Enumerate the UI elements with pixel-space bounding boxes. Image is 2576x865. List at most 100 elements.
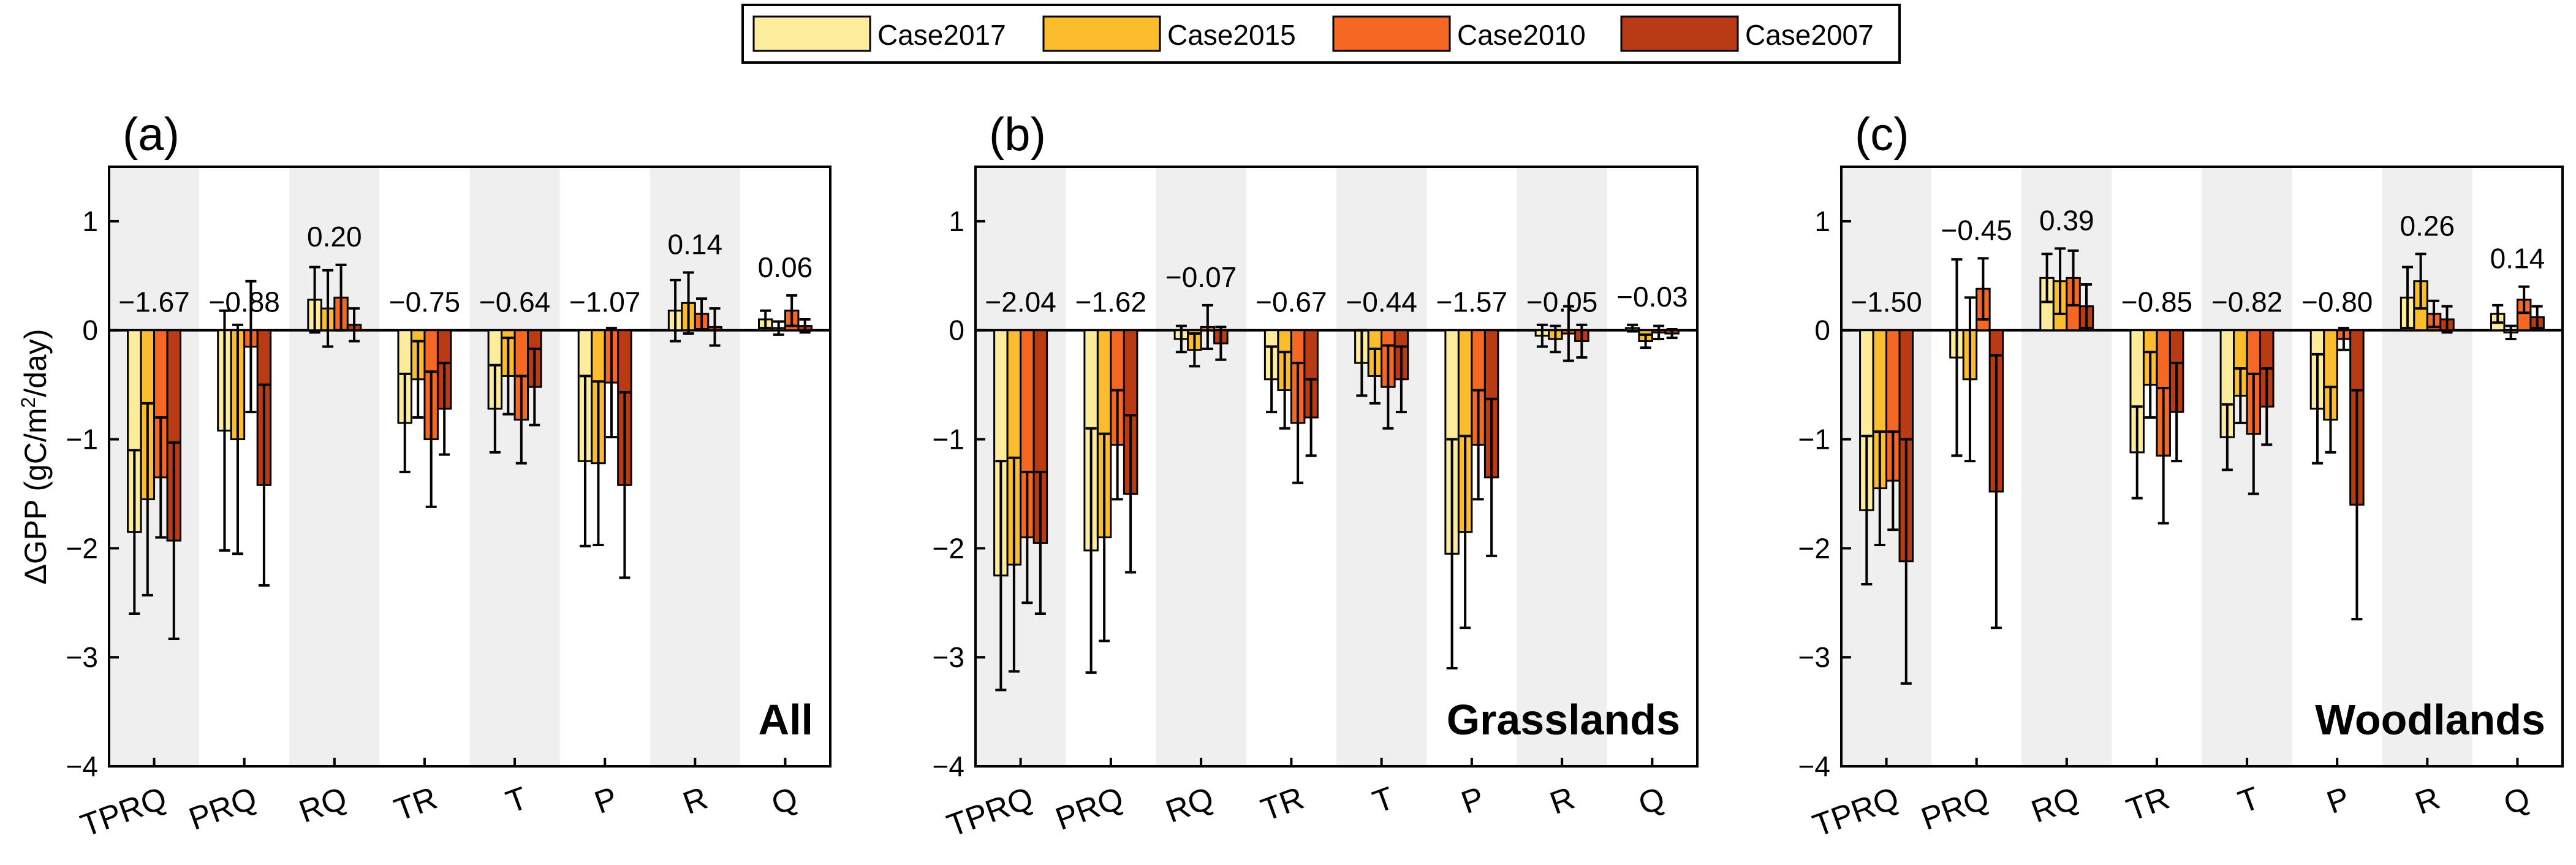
- panel-b-errorbar-t-case2015: [1369, 347, 1381, 405]
- panel-c-errorbar-t-case2015: [2235, 367, 2246, 424]
- panel-a-ytick-label: 0: [82, 314, 98, 346]
- panel-b-ytick-label: 0: [949, 314, 964, 346]
- panel-a-ytick-label: −2: [66, 532, 98, 564]
- panel-a-errorbar-q-case2017: [760, 309, 771, 330]
- panel-c-errorbar-q-case2017: [2492, 303, 2504, 324]
- panel-b-annotation-r: −0.05: [1526, 286, 1597, 318]
- panel-b-errorbar-q-case2010: [1653, 324, 1665, 340]
- panel-c-errorbar-q-case2015: [2505, 324, 2517, 340]
- panel-b-errorbar-tr-case2017: [1266, 345, 1278, 414]
- panel-c-annotation-prq: −0.45: [1941, 214, 2012, 246]
- panel-b-ytick-label: 1: [949, 205, 964, 237]
- panel-b-errorbar-t-case2007: [1395, 345, 1407, 414]
- panel-c-xtick-r: R: [2411, 780, 2444, 821]
- panel-a-annotation-q: 0.06: [758, 251, 813, 283]
- panel-c-errorbar-t-case2007: [2261, 367, 2273, 446]
- panel-b-shade-t: [1336, 167, 1427, 766]
- panel-b-xtick-tprq: TPRQ: [942, 780, 1038, 844]
- panel-a-errorbar-r-case2007: [709, 307, 721, 347]
- panel-a-errorbar-rq-case2015: [322, 269, 334, 348]
- panel-a-errorbar-q-case2015: [773, 320, 784, 336]
- panel-c-errorbar-tr-case2017: [2131, 405, 2143, 500]
- legend-swatch-case2010: [1332, 15, 1451, 52]
- panel-c-errorbar-prq-case2007: [1990, 354, 2002, 630]
- panel-b-errorbar-r-case2007: [1576, 323, 1588, 359]
- legend-label-case2007: Case2007: [1745, 19, 1874, 51]
- panel-c-errorbar-tr-case2010: [2157, 386, 2169, 525]
- panel-a-annotation-tr: −0.75: [389, 286, 460, 318]
- panel-a-ytick-label: 1: [82, 205, 98, 237]
- legend-label-case2010: Case2010: [1457, 19, 1586, 51]
- panel-b-errorbar-p-case2015: [1460, 435, 1471, 630]
- panel-a-errorbar-prq-case2015: [232, 323, 243, 555]
- panel-b-label: (b): [989, 109, 1046, 161]
- panel-c-errorbar-tprq-case2017: [1861, 435, 1873, 586]
- legend: Case2017 Case2015 Case2010 Case2007: [741, 4, 1901, 64]
- panel-a-errorbar-tr-case2007: [439, 362, 450, 456]
- panel-b-xtick-rq: RQ: [1161, 780, 1218, 830]
- panel-a-label: (a): [123, 109, 180, 161]
- panel-b-errorbar-p-case2010: [1472, 389, 1484, 501]
- panel-c-errorbar-rq-case2007: [2081, 283, 2093, 330]
- panel-a-errorbar-tprq-case2017: [129, 449, 140, 615]
- panel-b-annotation-tprq: −2.04: [985, 286, 1056, 318]
- panel-a-errorbar-tr-case2010: [425, 370, 437, 508]
- panel-b-xtick-prq: PRQ: [1051, 780, 1128, 837]
- panel-b-errorbar-r-case2017: [1536, 323, 1548, 348]
- panel-c-label: (c): [1855, 109, 1909, 161]
- panel-b-errorbar-prq-case2017: [1085, 427, 1097, 674]
- panel-b-ytick-label: −4: [933, 750, 964, 782]
- panel-b-errorbar-prq-case2010: [1112, 389, 1123, 501]
- panel-a-annotation-tprq: −1.67: [118, 286, 189, 318]
- panel-a-errorbar-tprq-case2015: [142, 402, 153, 596]
- panel-b-errorbar-p-case2017: [1446, 438, 1458, 669]
- panel-a-ytick-label: −4: [66, 750, 98, 782]
- panel-c-xtick-p: P: [2322, 780, 2354, 821]
- panel-a-errorbar-tprq-case2007: [168, 441, 180, 640]
- panel-b-errorbar-rq-case2017: [1175, 324, 1187, 354]
- legend-label-case2017: Case2017: [877, 19, 1006, 51]
- panel-b-errorbar-prq-case2007: [1125, 414, 1137, 574]
- panel-b-xtick-t: T: [1368, 780, 1399, 820]
- panel-c-errorbar-tr-case2015: [2145, 351, 2156, 419]
- panel-a-shade-rq: [289, 167, 380, 766]
- panel-b-errorbar-q-case2007: [1666, 327, 1678, 340]
- y-axis-label-superscript: 2: [17, 397, 39, 408]
- panel-c-ytick-label: −4: [1798, 750, 1830, 782]
- panel-a-corner-label: All: [759, 696, 813, 744]
- panel-a-annotation-prq: −0.88: [208, 286, 279, 318]
- panel-b-shade-r: [1517, 167, 1607, 766]
- panel-c-shade-t: [2202, 167, 2292, 766]
- panel-c-errorbar-r-case2007: [2441, 305, 2453, 334]
- panel-c-xtick-rq: RQ: [2027, 780, 2084, 830]
- panel-a-errorbar-rq-case2010: [335, 264, 347, 332]
- panel-a-errorbar-q-case2010: [786, 294, 798, 327]
- panel-b-xtick-tr: TR: [1256, 780, 1308, 828]
- panel-c-xtick-t: T: [2233, 780, 2264, 820]
- panel-c-xtick-tr: TR: [2122, 780, 2174, 828]
- panel-a-xtick-r: R: [678, 780, 712, 821]
- panel-b-xtick-q: Q: [1634, 780, 1670, 822]
- panel-a-annotation-p: −1.07: [569, 286, 640, 318]
- panel-a-ytick-label: −1: [66, 424, 98, 455]
- panel-b-errorbar-t-case2010: [1382, 344, 1394, 430]
- panel-b-errorbar-tprq-case2017: [995, 460, 1007, 692]
- panel-c-errorbar-p-case2015: [2325, 386, 2336, 454]
- panel-a-xtick-rq: RQ: [295, 780, 352, 830]
- panel-b-ytick-label: −1: [933, 424, 964, 455]
- panel-c-errorbar-p-case2007: [2351, 389, 2363, 620]
- panel-c-errorbar-tprq-case2010: [1887, 430, 1899, 532]
- panel-c-annotation-q: 0.14: [2490, 243, 2545, 275]
- panel-a-shade-t: [469, 167, 560, 766]
- panel-c-errorbar-q-case2007: [2531, 305, 2543, 330]
- panel-b-annotation-tr: −0.67: [1256, 286, 1327, 318]
- panel-c-annotation-tr: −0.85: [2121, 286, 2192, 318]
- panel-a-errorbar-t-case2007: [529, 347, 540, 427]
- panel-b-errorbar-q-case2017: [1627, 323, 1638, 333]
- panels: −1.67 −0.880.20−0.75 −0.64 −1.070.140.06−4−…: [66, 109, 2564, 844]
- panel-b-errorbar-tprq-case2015: [1008, 456, 1020, 673]
- panel-c-errorbar-prq-case2017: [1951, 258, 1963, 457]
- panel-c-errorbar-q-case2010: [2518, 285, 2530, 314]
- panel-b-errorbar-rq-case2007: [1215, 326, 1227, 361]
